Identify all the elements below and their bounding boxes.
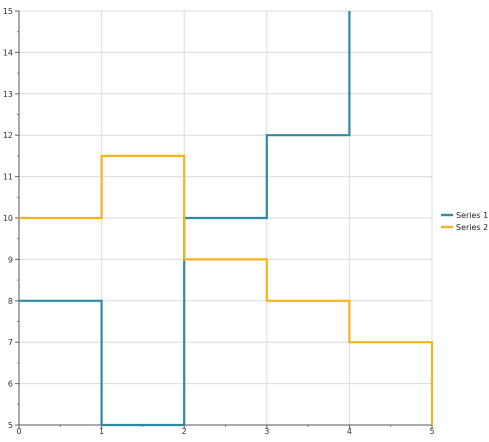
series-lines [19,11,434,427]
x-tick-label: 3 [264,427,269,436]
legend-label-1: Series 1 [456,211,488,220]
y-tick-label: 7 [8,338,13,347]
legend-label-2: Series 2 [456,223,488,232]
y-tick-label: 10 [3,214,13,223]
x-tick-label: 4 [347,427,352,436]
y-tick-label: 13 [3,90,13,99]
x-tick-label: 0 [16,427,21,436]
x-axis-tick-labels: 0 1 2 3 4 5 [16,427,434,436]
x-tick-label: 2 [182,427,187,436]
y-tick-label: 6 [8,380,13,389]
y-tick-label: 11 [3,173,13,182]
y-tick-label: 5 [8,421,13,430]
legend: Series 1 Series 2 [441,211,488,232]
series-line-2 [19,154,434,425]
y-tick-label: 8 [8,297,13,306]
y-tick-label: 12 [3,131,13,140]
y-axis-tick-labels: 5 6 7 8 9 10 11 12 13 14 15 [3,7,13,430]
x-tick-label: 5 [429,427,434,436]
y-tick-label: 14 [3,48,13,57]
x-tick-label: 1 [99,427,104,436]
y-tick-label: 15 [3,7,13,16]
y-tick-label: 9 [8,255,13,264]
axes [15,10,433,429]
